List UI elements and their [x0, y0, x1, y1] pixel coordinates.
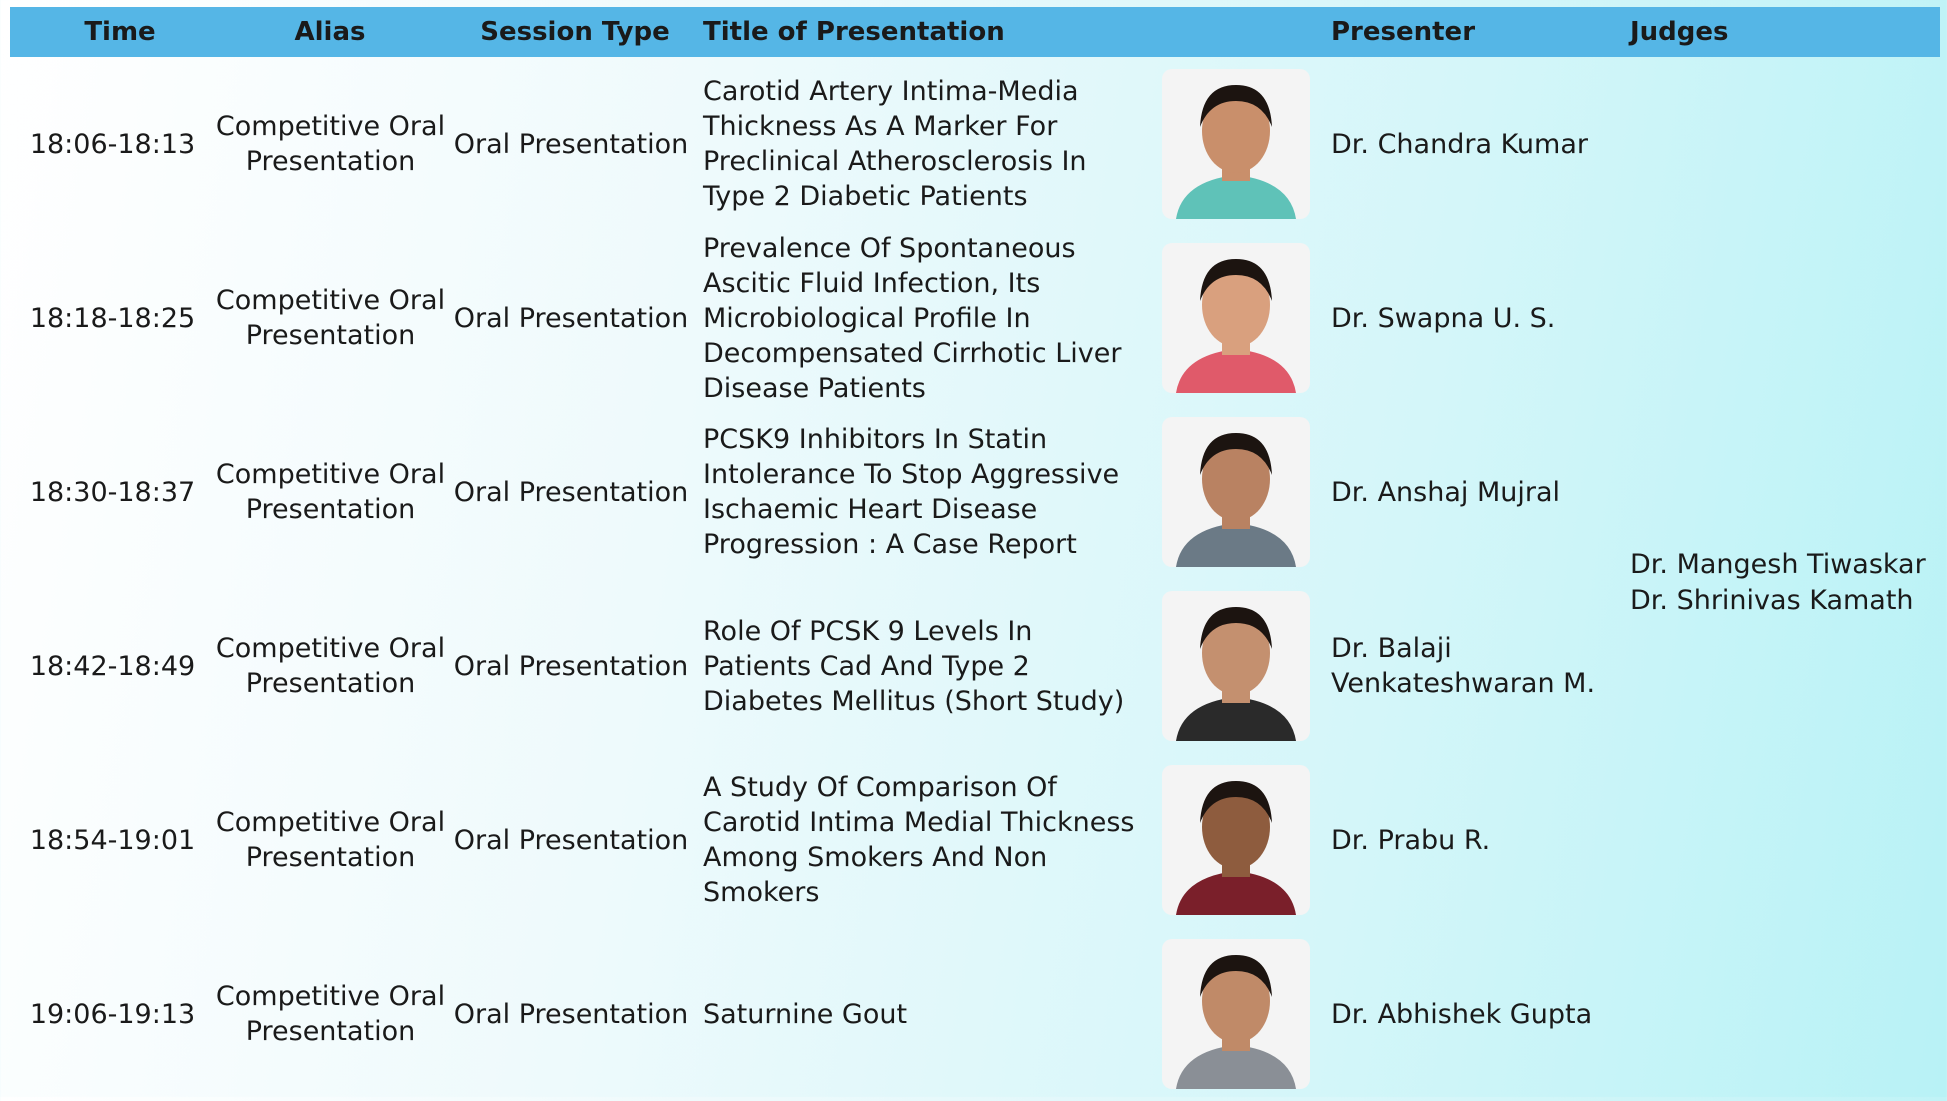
time-cell: 18:18-18:25	[29, 302, 196, 334]
time-cell: 18:06-18:13	[29, 128, 196, 160]
photo-placeholder	[1176, 955, 1296, 1089]
alias-cell: Competitive Oral Presentation	[215, 111, 446, 177]
photo-placeholder	[1176, 259, 1296, 393]
header-cell: Presenter	[1331, 17, 1476, 47]
presenter-cell: Dr. Anshaj Mujral	[1331, 476, 1561, 508]
title-cell: PCSK9 Inhibitors In Statin Intolerance T…	[703, 424, 1120, 560]
photo-placeholder	[1176, 85, 1296, 219]
judge-name: Dr. Mangesh Tiwaskar	[1630, 549, 1926, 580]
photo-placeholder	[1176, 781, 1296, 915]
presenter-photo	[1162, 939, 1310, 1089]
time-cell: 18:42-18:49	[29, 650, 196, 682]
presenter-photo	[1162, 765, 1310, 915]
photo-placeholder	[1176, 433, 1296, 567]
session-type-cell: Oral Presentation	[453, 650, 689, 682]
table-row: 18:30-18:37 Competitive Oral Presentation…	[0, 405, 1947, 579]
title-cell: Role Of PCSK 9 Levels In Patients Cad An…	[703, 615, 1125, 717]
alias-cell: Competitive Oral Presentation	[215, 807, 446, 873]
presenter-photo	[1162, 417, 1310, 567]
presenter-photo	[1162, 243, 1310, 393]
photo-placeholder	[1176, 607, 1296, 741]
judge-name: Dr. Shrinivas Kamath	[1630, 585, 1914, 616]
time-cell: 18:30-18:37	[29, 476, 196, 508]
header-cell: Title of Presentation	[703, 17, 1005, 47]
alias-cell: Competitive Oral Presentation	[215, 981, 446, 1047]
title-cell: A Study Of Comparison Of Carotid Intima …	[703, 772, 1135, 908]
session-type-cell: Oral Presentation	[453, 824, 689, 856]
alias-cell: Competitive Oral Presentation	[215, 459, 446, 525]
title-cell: Prevalence Of Spontaneous Ascitic Fluid …	[703, 232, 1122, 404]
time-cell: 18:54-19:01	[29, 824, 196, 856]
header-bar: Time Alias Session Type Title of Present…	[10, 7, 1940, 57]
session-type-cell: Oral Presentation	[453, 998, 689, 1030]
title-cell: Saturnine Gout	[703, 998, 908, 1030]
presenter-cell: Dr. Abhishek Gupta	[1331, 998, 1593, 1030]
presenter-photo	[1162, 591, 1310, 741]
judges-cell: Dr. Mangesh Tiwaskar Dr. Shrinivas Kamath	[1630, 547, 1926, 619]
alias-cell: Competitive Oral Presentation	[215, 285, 446, 351]
table-row: 18:18-18:25 Competitive Oral Presentation…	[0, 231, 1947, 405]
session-type-cell: Oral Presentation	[453, 302, 689, 334]
table-row: 18:54-19:01 Competitive Oral Presentation…	[0, 753, 1947, 927]
session-type-cell: Oral Presentation	[453, 128, 689, 160]
session-type-cell: Oral Presentation	[453, 476, 689, 508]
header-cell: Alias	[294, 17, 366, 47]
header-cell: Time	[84, 17, 156, 47]
table-row: 18:42-18:49 Competitive Oral Presentation…	[0, 579, 1947, 753]
presenter-cell: Dr. Prabu R.	[1331, 824, 1491, 856]
presenter-cell: Dr. Balaji Venkateshwaran M.	[1331, 633, 1596, 699]
header-cell: Judges	[1630, 17, 1729, 47]
title-cell: Carotid Artery Intima-Media Thickness As…	[703, 76, 1087, 212]
presenter-photo	[1162, 69, 1310, 219]
presenter-cell: Dr. Chandra Kumar	[1331, 128, 1588, 160]
presenter-cell: Dr. Swapna U. S.	[1331, 302, 1556, 334]
alias-cell: Competitive Oral Presentation	[215, 633, 446, 699]
table-row: 19:06-19:13 Competitive Oral Presentation…	[0, 927, 1947, 1101]
header-cell: Session Type	[480, 17, 670, 47]
table-row: 18:06-18:13 Competitive Oral Presentation…	[0, 57, 1947, 231]
time-cell: 19:06-19:13	[29, 998, 196, 1030]
